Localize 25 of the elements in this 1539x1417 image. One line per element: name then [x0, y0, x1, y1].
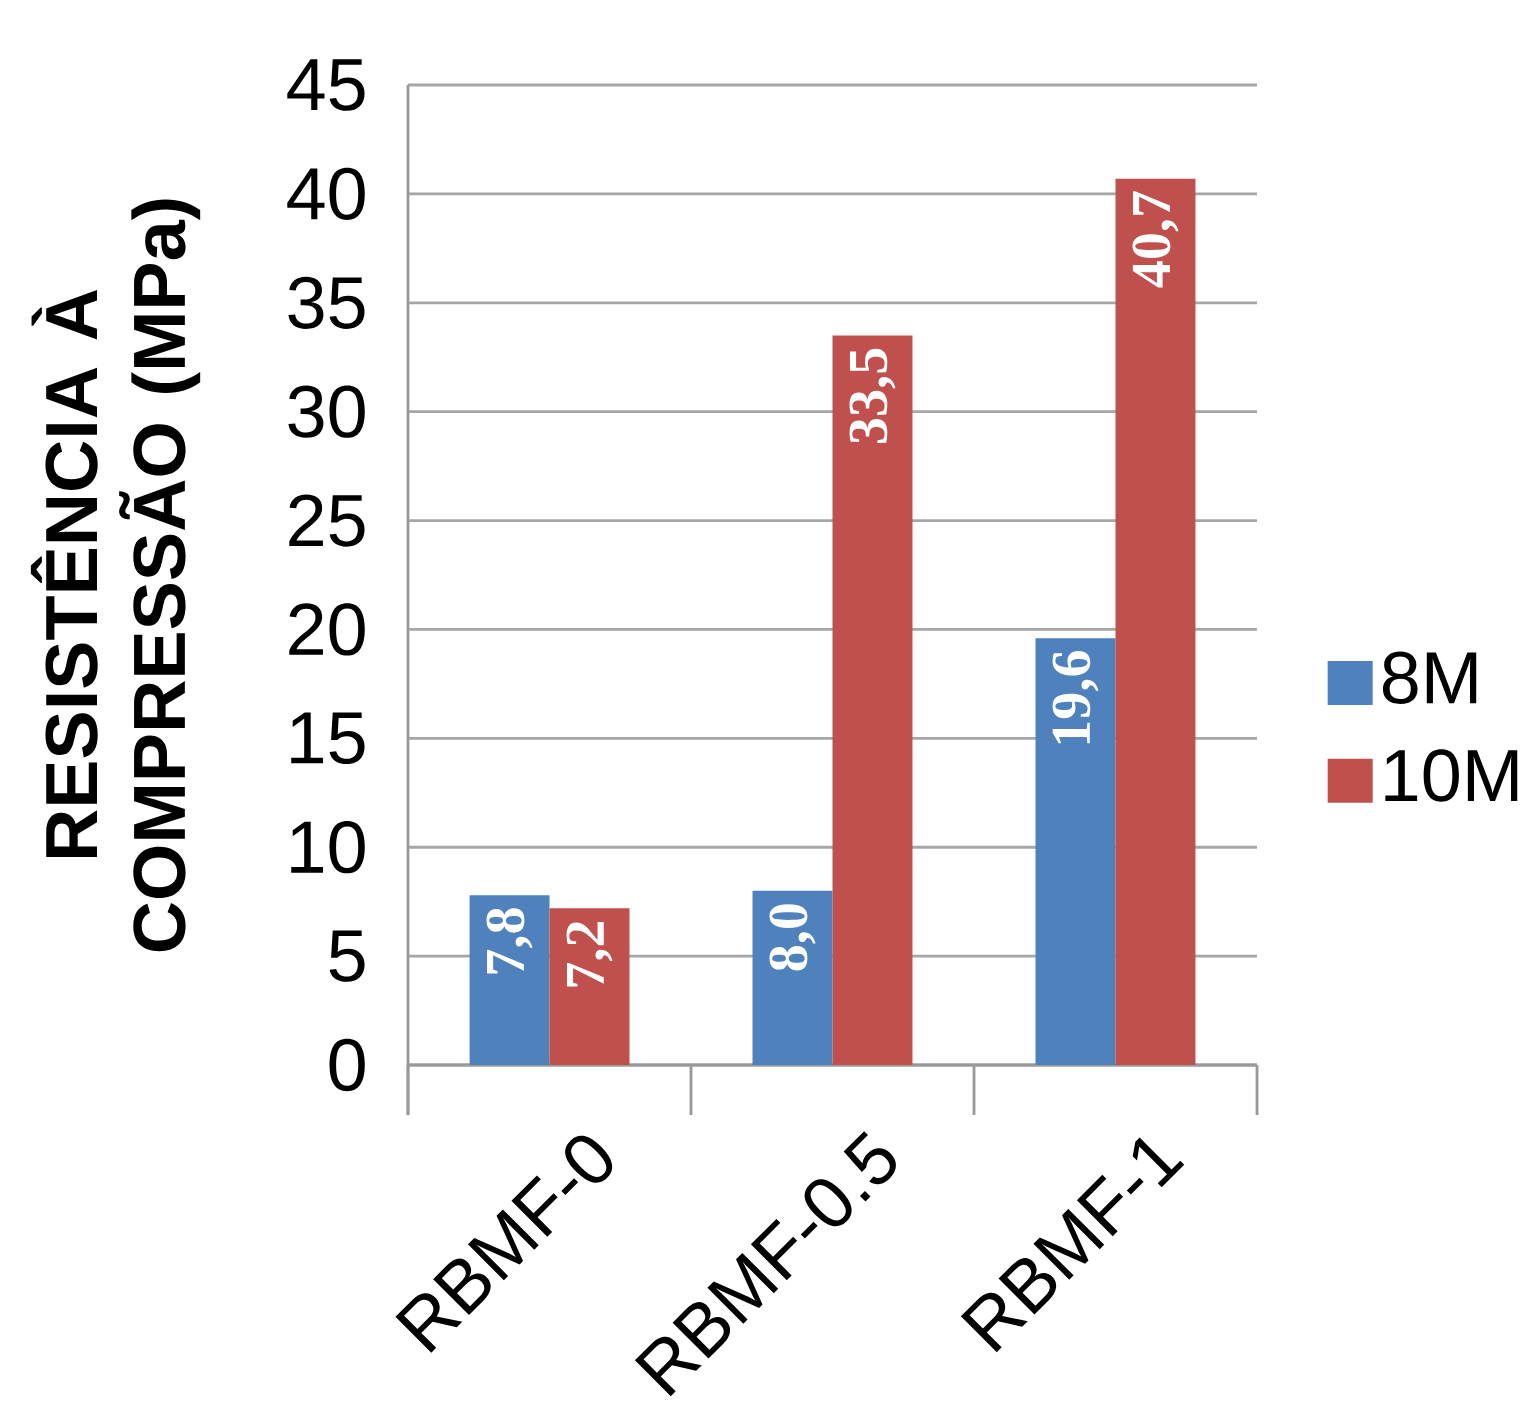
- data-label: 7,8: [486, 908, 533, 974]
- y-tick-label: 40: [287, 167, 365, 221]
- y-tick-label: 20: [289, 603, 365, 656]
- y-tick-label: 10: [291, 821, 365, 874]
- y-tick-label: 0: [329, 1038, 365, 1092]
- y-tick-label: 45: [287, 59, 365, 111]
- data-label: 33,5: [849, 348, 896, 444]
- y-axis-title: RESISTÊNCIA À COMPRESSÃO (MPa): [30, 199, 201, 952]
- bar: [1115, 178, 1196, 1065]
- bar: [469, 895, 550, 1065]
- bar: [752, 890, 833, 1065]
- y-tick-label: 5: [329, 930, 365, 982]
- y-tick-label: 25: [289, 494, 365, 547]
- data-label: 40,7: [1132, 191, 1179, 288]
- legend-label: 10M: [1385, 749, 1518, 802]
- bar: [1035, 638, 1116, 1065]
- y-tick-label: 15: [291, 712, 365, 765]
- y-tick-label: 35: [288, 276, 365, 329]
- bar: [549, 908, 630, 1065]
- legend-label: 8M: [1382, 651, 1477, 704]
- y-tick-label: 30: [288, 385, 365, 438]
- data-label: 7,2: [566, 921, 613, 987]
- bar: [832, 335, 913, 1065]
- data-label: 19,6: [1052, 651, 1099, 744]
- data-label: 8,0: [769, 904, 816, 971]
